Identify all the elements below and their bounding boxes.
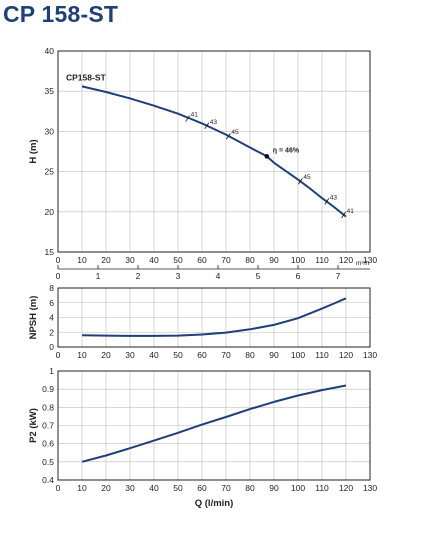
power-y-axis-label: P2 (kW)	[28, 408, 39, 443]
head-x-tick-label: 70	[221, 255, 231, 265]
head-y-tick-label: 30	[45, 126, 55, 136]
npsh-x-tick-label: 30	[125, 350, 135, 360]
secondary-axis-tick-label: 1	[96, 271, 101, 281]
power-x-tick-label: 40	[149, 483, 159, 493]
power-y-tick-label: 0.5	[42, 457, 54, 467]
head-efficiency-tick	[185, 115, 190, 122]
power-x-tick-label: 60	[197, 483, 207, 493]
head-x-tick-label: 120	[339, 255, 353, 265]
power-x-tick-label: 130	[363, 483, 377, 493]
head-x-tick-label: 100	[291, 255, 305, 265]
npsh-y-tick-label: 4	[49, 313, 54, 323]
head-x-tick-label: 60	[197, 255, 207, 265]
head-efficiency-label: 41	[347, 208, 355, 215]
head-series-name-label: CP158-ST	[66, 72, 106, 82]
secondary-axis-tick-label: 4	[216, 271, 221, 281]
head-y-tick-label: 20	[45, 207, 55, 217]
power-x-tick-label: 70	[221, 483, 231, 493]
npsh-x-tick-label: 100	[291, 350, 305, 360]
npsh-y-tick-label: 6	[49, 298, 54, 308]
head-x-tick-label: 130	[363, 255, 377, 265]
secondary-axis-tick-label: 0	[56, 271, 61, 281]
head-efficiency-tick	[226, 133, 231, 140]
head-efficiency-tick	[324, 198, 330, 205]
power-x-axis-label: Q (l/min)	[195, 498, 234, 509]
head-efficiency-tick	[298, 178, 303, 185]
head-efficiency-label: η = 46%	[273, 147, 300, 154]
head-efficiency-label: 43	[210, 119, 218, 126]
power-x-tick-label: 110	[315, 483, 329, 493]
npsh-x-tick-label: 60	[197, 350, 207, 360]
npsh-series-line	[81, 297, 347, 337]
secondary-axis-tick-label: 3	[176, 271, 181, 281]
head-y-axis-label: H (m)	[28, 139, 39, 163]
npsh-y-axis-label: NPSH (m)	[28, 296, 39, 340]
npsh-x-tick-label: 70	[221, 350, 231, 360]
head-efficiency-label: 41	[191, 112, 199, 119]
power-x-tick-label: 90	[269, 483, 279, 493]
head-y-tick-label: 15	[45, 247, 55, 257]
power-y-tick-label: 0.8	[42, 402, 54, 412]
power-plot-frame	[57, 370, 371, 481]
head-series-line	[81, 85, 347, 218]
head-y-tick-label: 35	[45, 86, 55, 96]
power-y-tick-label: 0.6	[42, 439, 54, 449]
npsh-y-tick-label: 8	[49, 283, 54, 293]
head-x-tick-label: 40	[149, 255, 159, 265]
npsh-x-tick-label: 120	[339, 350, 353, 360]
npsh-x-tick-label: 130	[363, 350, 377, 360]
npsh-x-tick-label: 0	[56, 350, 61, 360]
power-x-tick-label: 30	[125, 483, 135, 493]
npsh-x-tick-label: 80	[245, 350, 255, 360]
npsh-x-tick-label: 110	[315, 350, 329, 360]
head-efficiency-label: 45	[303, 174, 311, 181]
power-x-tick-label: 50	[173, 483, 183, 493]
power-series-line	[81, 384, 347, 463]
head-x-tick-label: 20	[101, 255, 111, 265]
power-x-tick-label: 100	[291, 483, 305, 493]
power-x-tick-label: 10	[77, 483, 87, 493]
head-x-tick-label: 30	[125, 255, 135, 265]
head-x-tick-label: 90	[269, 255, 279, 265]
head-x-tick-label: 10	[77, 255, 87, 265]
secondary-axis-tick-label: 5	[256, 271, 261, 281]
power-x-tick-label: 120	[339, 483, 353, 493]
head-x-tick-label: 50	[173, 255, 183, 265]
power-x-tick-label: 80	[245, 483, 255, 493]
head-y-tick-label: 25	[45, 167, 55, 177]
head-x-tick-label: 110	[315, 255, 329, 265]
npsh-x-tick-label: 20	[101, 350, 111, 360]
head-x-tick-label: 0	[56, 255, 61, 265]
npsh-y-tick-label: 2	[49, 327, 54, 337]
head-x-tick-label: 80	[245, 255, 255, 265]
power-y-tick-label: 0.9	[42, 384, 54, 394]
head-efficiency-label: 43	[330, 194, 338, 201]
power-x-tick-label: 20	[101, 483, 111, 493]
secondary-axis-tick-label: 6	[296, 271, 301, 281]
npsh-x-tick-label: 50	[173, 350, 183, 360]
secondary-axis-tick-label: 7	[336, 271, 341, 281]
power-y-tick-label: 1	[49, 366, 54, 376]
npsh-y-tick-label: 0	[49, 342, 54, 352]
npsh-x-tick-label: 40	[149, 350, 159, 360]
npsh-x-tick-label: 10	[77, 350, 87, 360]
head-efficiency-tick	[204, 122, 210, 129]
secondary-axis-tick-label: 2	[136, 271, 141, 281]
head-efficiency-point	[264, 154, 270, 159]
npsh-x-tick-label: 90	[269, 350, 279, 360]
npsh-plot-frame	[57, 287, 371, 348]
head-plot-frame	[57, 50, 371, 253]
head-efficiency-tick	[341, 211, 346, 219]
power-y-tick-label: 0.4	[42, 475, 54, 485]
page-title: CP 158-ST	[3, 1, 119, 27]
power-y-tick-label: 0.7	[42, 421, 54, 431]
power-x-tick-label: 0	[56, 483, 61, 493]
head-y-tick-label: 40	[45, 46, 55, 56]
secondary-axis-unit-label: m³/h	[356, 260, 369, 267]
head-efficiency-label: 45	[231, 129, 239, 136]
